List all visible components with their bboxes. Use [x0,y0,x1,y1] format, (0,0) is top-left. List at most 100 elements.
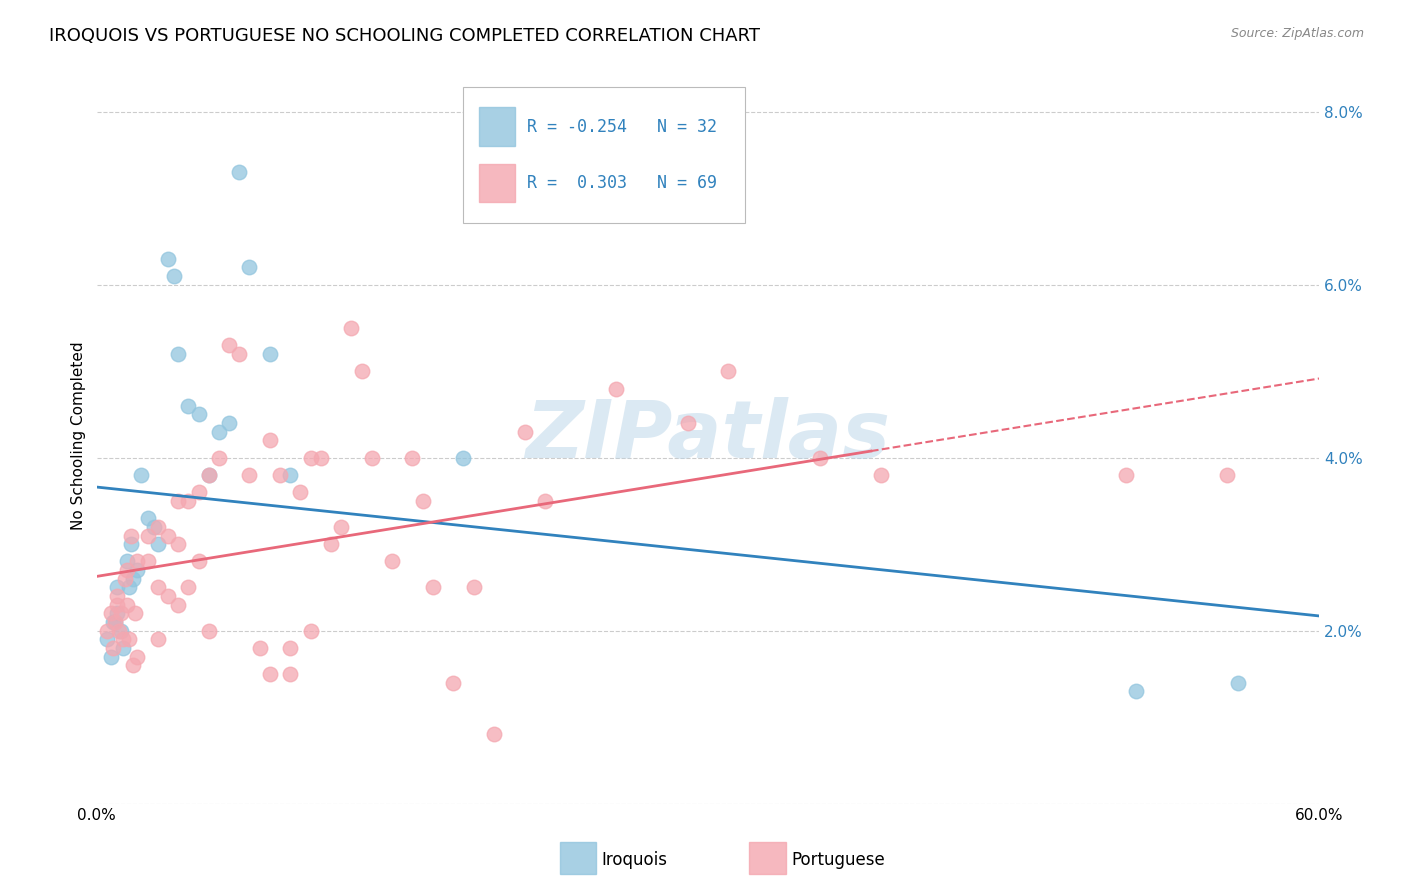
Point [177,399,200,413]
FancyBboxPatch shape [479,164,515,202]
Point [676,416,699,430]
Point [534,494,557,508]
Point [114,572,136,586]
Text: ZIPatlas: ZIPatlas [526,397,890,475]
Text: R =  0.303   N = 69: R = 0.303 N = 69 [527,174,717,192]
Point [330,520,353,534]
Point [360,450,382,465]
Text: Source: ZipAtlas.com: Source: ZipAtlas.com [1230,27,1364,40]
Point [197,467,219,482]
FancyBboxPatch shape [464,87,745,223]
Text: R = -0.254   N = 32: R = -0.254 N = 32 [527,118,717,136]
Point [105,607,128,621]
Point [340,321,363,335]
Point [269,467,291,482]
Point [717,364,740,378]
Point [177,581,200,595]
Point [422,581,444,595]
Point [187,485,209,500]
Point [108,624,131,638]
Point [167,494,190,508]
Point [218,416,240,430]
Text: Portuguese: Portuguese [792,851,886,869]
Point [278,666,301,681]
Point [96,624,118,638]
Point [513,425,536,439]
Point [1216,467,1239,482]
Point [112,632,135,647]
Point [453,450,475,465]
Point [1125,684,1147,698]
Point [105,598,128,612]
Point [197,467,219,482]
Point [1226,675,1249,690]
Point [115,563,138,577]
Point [104,615,127,629]
Point [156,528,179,542]
Text: Iroquois: Iroquois [602,851,668,869]
Point [259,347,281,361]
Point [120,528,142,542]
Point [115,554,138,568]
Point [401,450,423,465]
Point [319,537,342,551]
Point [120,537,142,551]
Point [808,450,831,465]
Point [156,252,179,266]
Point [115,598,138,612]
Point [441,675,464,690]
Point [482,727,505,741]
Point [118,581,141,595]
Point [228,347,250,361]
Point [156,589,179,603]
Point [309,450,332,465]
Point [146,632,169,647]
Point [127,554,149,568]
Point [122,658,145,673]
Point [127,649,149,664]
FancyBboxPatch shape [479,107,515,145]
Text: IROQUOIS VS PORTUGUESE NO SCHOOLING COMPLETED CORRELATION CHART: IROQUOIS VS PORTUGUESE NO SCHOOLING COMP… [49,27,761,45]
Point [299,450,322,465]
Point [104,615,127,629]
Point [146,581,169,595]
Point [238,260,260,275]
Point [167,537,190,551]
Point [463,581,485,595]
Point [1115,467,1137,482]
Point [146,537,169,551]
Point [124,607,146,621]
Point [96,632,118,647]
Point [105,589,128,603]
Point [350,364,373,378]
Point [112,640,135,655]
Point [101,615,124,629]
Point [381,554,404,568]
Point [187,554,209,568]
Point [870,467,893,482]
Point [136,528,159,542]
Point [605,382,627,396]
Point [118,632,141,647]
Point [110,607,132,621]
Point [290,485,312,500]
Point [238,467,260,482]
Point [100,607,122,621]
Point [163,269,186,284]
Point [105,581,128,595]
Point [136,554,159,568]
Point [208,450,231,465]
Point [187,408,209,422]
Point [249,640,271,655]
Point [259,666,281,681]
Point [122,572,145,586]
Point [167,347,190,361]
Point [131,467,153,482]
Point [136,511,159,525]
Point [278,467,301,482]
Point [412,494,434,508]
Point [177,494,200,508]
Point [228,165,250,179]
Point [218,338,240,352]
Point [127,563,149,577]
